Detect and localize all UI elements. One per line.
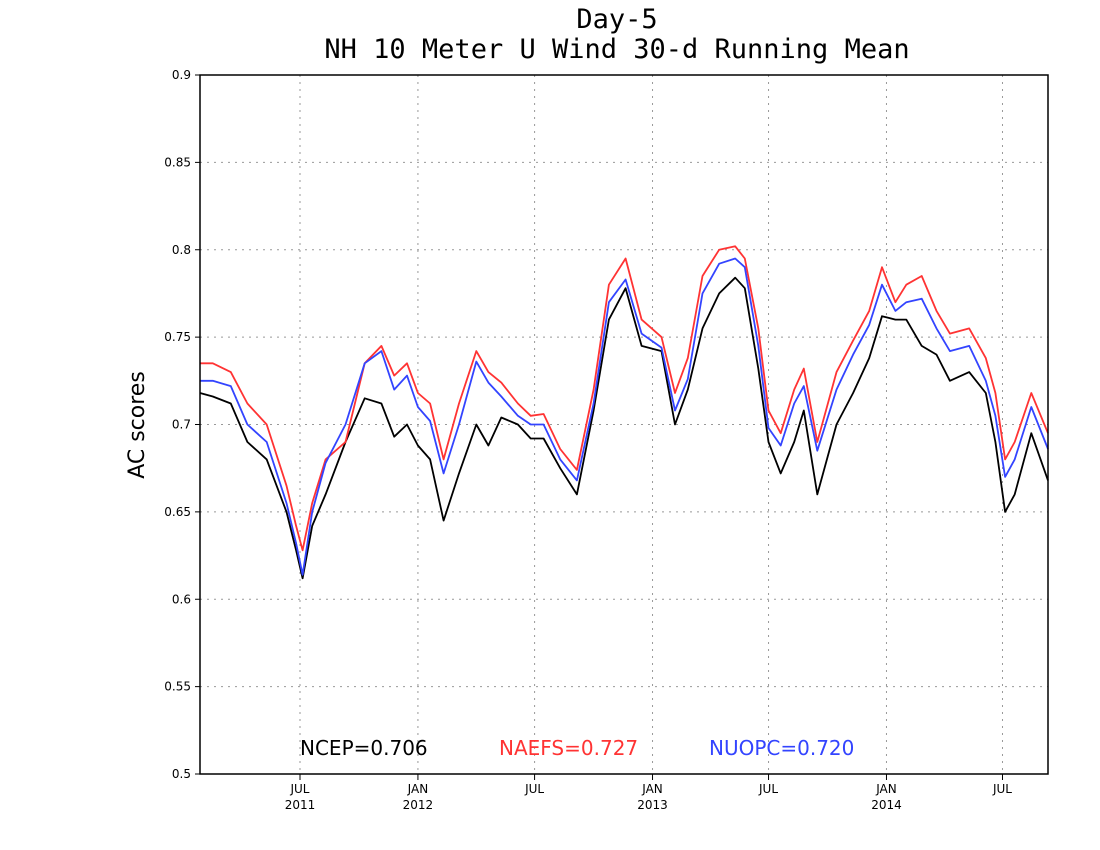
x-tick-label: JUL xyxy=(524,782,544,796)
y-tick-label: 0.6 xyxy=(172,592,191,606)
x-axis-ticks: JUL 2011 JAN 2012 JUL JAN 2013 JUL JAN 2014 JUL xyxy=(285,774,1012,812)
y-tick-label: 0.75 xyxy=(164,330,191,344)
y-axis-label: AC scores xyxy=(125,371,150,479)
x-tick-label: JUL xyxy=(992,782,1012,796)
y-axis-ticks: 0.5 0.55 0.6 0.65 0.7 0.75 0.8 0.85 0.9 xyxy=(164,68,200,781)
series-line-ncep xyxy=(199,276,1049,580)
y-tick-label: 0.85 xyxy=(164,155,191,169)
x-tick-label: JAN xyxy=(875,782,897,796)
y-tick-label: 0.55 xyxy=(164,680,191,694)
series-lines xyxy=(199,245,1049,580)
legend: NCEP=0.706 NAEFS=0.727 NUOPC=0.720 xyxy=(300,736,854,760)
series-line-naefs xyxy=(200,245,1049,552)
y-tick-label: 0.5 xyxy=(172,767,191,781)
y-tick-label: 0.65 xyxy=(164,505,191,519)
legend-naefs: NAEFS=0.727 xyxy=(499,736,638,760)
x-tick-label: JAN xyxy=(641,782,663,796)
x-tick-year-label: 2014 xyxy=(871,798,902,812)
x-tick-year-label: 2011 xyxy=(285,798,316,812)
y-tick-label: 0.7 xyxy=(172,418,191,432)
x-tick-year-label: 2013 xyxy=(637,798,668,812)
series-line-nuopc xyxy=(200,257,1049,576)
x-tick-label: JUL xyxy=(289,782,309,796)
x-tick-label: JAN xyxy=(407,782,429,796)
x-tick-label: JUL xyxy=(758,782,778,796)
chart-title: Day-5 xyxy=(576,4,657,35)
x-tick-year-label: 2012 xyxy=(403,798,434,812)
y-tick-label: 0.8 xyxy=(172,243,191,257)
legend-nuopc: NUOPC=0.720 xyxy=(709,736,854,760)
chart-subtitle: NH 10 Meter U Wind 30-d Running Mean xyxy=(324,34,909,65)
y-tick-label: 0.9 xyxy=(172,68,191,82)
legend-ncep: NCEP=0.706 xyxy=(300,736,428,760)
grid-lines xyxy=(200,75,1048,774)
